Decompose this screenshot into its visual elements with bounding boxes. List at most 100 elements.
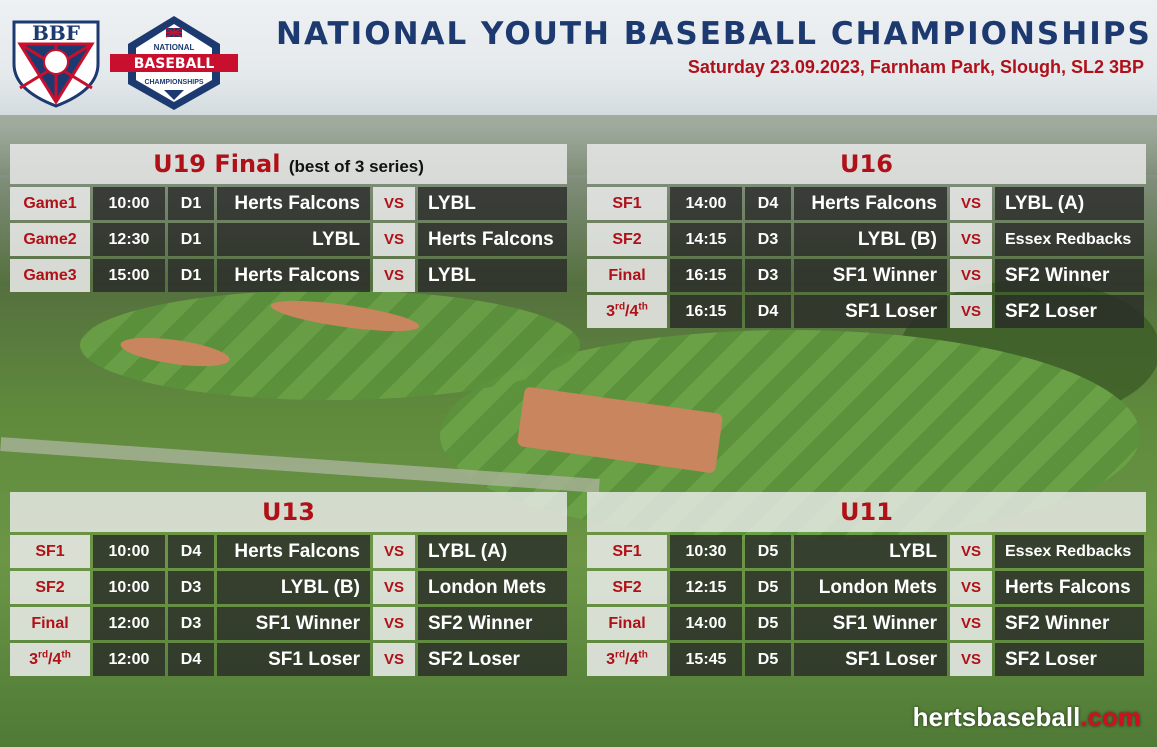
website-name: hertsbaseball [912, 702, 1081, 732]
schedule-row: 3rd/4th 16:15 D4 SF1 Loser VS SF2 Loser [587, 295, 1146, 328]
game-label: Game3 [10, 259, 90, 292]
schedule-row: Final 16:15 D3 SF1 Winner VS SF2 Winner [587, 259, 1146, 292]
bbf-logo: BBF [12, 20, 100, 108]
schedule-row: 3rd/4th 12:00 D4 SF1 Loser VS SF2 Loser [10, 643, 567, 676]
game-time: 10:00 [93, 535, 165, 568]
game-label: Game2 [10, 223, 90, 256]
game-home: LYBL (B) [794, 223, 947, 256]
u19-panel-header: U19 Final (best of 3 series) [10, 144, 567, 184]
vs-label: VS [950, 643, 992, 676]
game-home: SF1 Loser [794, 643, 947, 676]
vs-label: VS [373, 259, 415, 292]
game-home: Herts Falcons [217, 187, 370, 220]
game-home: SF1 Loser [217, 643, 370, 676]
game-time: 12:30 [93, 223, 165, 256]
u11-panel: U11 SF1 10:30 D5 LYBL VS Essex Redbacks SF2 12:… [587, 492, 1146, 679]
game-away: LYBL (A) [995, 187, 1144, 220]
u19-schedule: Game1 10:00 D1 Herts Falcons VS LYBL Game2 12:3… [10, 184, 567, 292]
game-label: 3rd/4th [10, 643, 90, 676]
game-div: D5 [745, 571, 791, 604]
vs-label: VS [373, 223, 415, 256]
game-away: SF2 Loser [418, 643, 567, 676]
game-away: LYBL (A) [418, 535, 567, 568]
u11-title: U11 [840, 498, 893, 526]
game-label: SF2 [587, 571, 667, 604]
schedule-row: SF2 10:00 D3 LYBL (B) VS London Mets [10, 571, 567, 604]
game-away: Herts Falcons [418, 223, 567, 256]
vs-label: VS [950, 607, 992, 640]
vs-label: VS [950, 535, 992, 568]
game-home: LYBL [217, 223, 370, 256]
u16-panel-header: U16 [587, 144, 1146, 184]
game-away: Essex Redbacks [995, 535, 1144, 568]
vs-label: VS [373, 187, 415, 220]
game-home: LYBL [794, 535, 947, 568]
page-title: NATIONAL YOUTH BASEBALL CHAMPIONSHIPS [276, 16, 1152, 52]
website-footer[interactable]: hertsbaseball.com [913, 702, 1141, 733]
vs-label: VS [373, 607, 415, 640]
game-div: D5 [745, 535, 791, 568]
game-div: D1 [168, 259, 214, 292]
u13-panel: U13 SF1 10:00 D4 Herts Falcons VS LYBL (A) SF2… [10, 492, 567, 679]
game-time: 14:00 [670, 187, 742, 220]
schedule-row: SF1 10:30 D5 LYBL VS Essex Redbacks [587, 535, 1146, 568]
game-label: SF1 [587, 187, 667, 220]
nbc-logo-line2: BASEBALL [134, 56, 215, 72]
game-label: SF2 [587, 223, 667, 256]
game-time: 14:15 [670, 223, 742, 256]
website-tld: .com [1080, 702, 1141, 732]
u13-schedule: SF1 10:00 D4 Herts Falcons VS LYBL (A) SF2 10:0… [10, 532, 567, 676]
schedule-row: SF1 14:00 D4 Herts Falcons VS LYBL (A) [587, 187, 1146, 220]
schedule-row: SF2 14:15 D3 LYBL (B) VS Essex Redbacks [587, 223, 1146, 256]
u16-panel: U16 SF1 14:00 D4 Herts Falcons VS LYBL (A) SF2… [587, 144, 1146, 331]
vs-label: VS [950, 571, 992, 604]
game-time: 10:00 [93, 187, 165, 220]
game-away: Essex Redbacks [995, 223, 1144, 256]
game-away: SF2 Loser [995, 643, 1144, 676]
game-away: Herts Falcons [995, 571, 1144, 604]
game-div: D4 [745, 187, 791, 220]
game-home: Herts Falcons [794, 187, 947, 220]
game-time: 14:00 [670, 607, 742, 640]
game-label: SF2 [10, 571, 90, 604]
game-home: SF1 Winner [217, 607, 370, 640]
u16-title: U16 [840, 150, 893, 178]
game-label: Final [587, 259, 667, 292]
game-label: SF1 [10, 535, 90, 568]
schedule-row: Game2 12:30 D1 LYBL VS Herts Falcons [10, 223, 567, 256]
nbc-logo: NATIONAL BASEBALL CHAMPIONSHIPS [110, 16, 238, 110]
game-away: SF2 Loser [995, 295, 1144, 328]
game-label: Final [10, 607, 90, 640]
u19-title: U19 Final [153, 150, 281, 178]
u19-panel: U19 Final (best of 3 series) Game1 10:00 D… [10, 144, 567, 295]
game-label: SF1 [587, 535, 667, 568]
u19-note: (best of 3 series) [288, 157, 424, 176]
game-time: 12:15 [670, 571, 742, 604]
game-div: D5 [745, 643, 791, 676]
game-home: SF1 Loser [794, 295, 947, 328]
game-time: 12:00 [93, 607, 165, 640]
game-home: SF1 Winner [794, 607, 947, 640]
u13-title: U13 [262, 498, 315, 526]
schedule-row: Game3 15:00 D1 Herts Falcons VS LYBL [10, 259, 567, 292]
game-div: D4 [745, 295, 791, 328]
game-away: SF2 Winner [995, 607, 1144, 640]
schedule-row: Final 14:00 D5 SF1 Winner VS SF2 Winner [587, 607, 1146, 640]
game-div: D4 [168, 535, 214, 568]
game-home: SF1 Winner [794, 259, 947, 292]
game-div: D3 [745, 259, 791, 292]
game-time: 15:45 [670, 643, 742, 676]
game-time: 15:00 [93, 259, 165, 292]
u16-schedule: SF1 14:00 D4 Herts Falcons VS LYBL (A) SF2 14:1… [587, 184, 1146, 328]
game-div: D3 [168, 607, 214, 640]
nbc-logo-line1: NATIONAL [154, 43, 195, 52]
bbf-logo-text: BBF [32, 21, 80, 45]
vs-label: VS [950, 187, 992, 220]
game-home: Herts Falcons [217, 259, 370, 292]
u11-panel-header: U11 [587, 492, 1146, 532]
vs-label: VS [950, 295, 992, 328]
u13-panel-header: U13 [10, 492, 567, 532]
vs-label: VS [373, 535, 415, 568]
game-div: D1 [168, 187, 214, 220]
schedule-row: Final 12:00 D3 SF1 Winner VS SF2 Winner [10, 607, 567, 640]
